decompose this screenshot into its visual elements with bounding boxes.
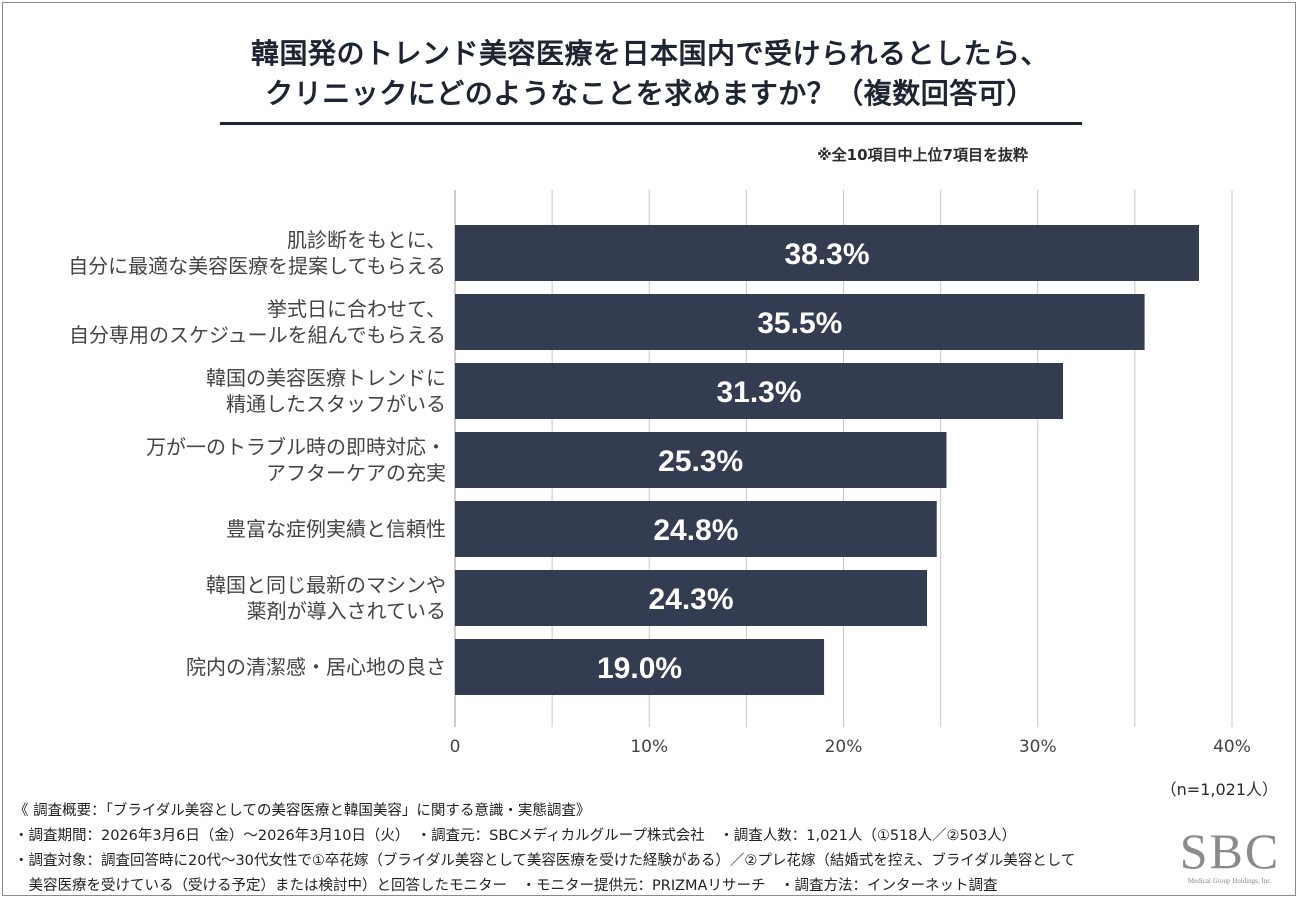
category-label-line: 万が一のトラブル時の即時対応・ [146,435,446,459]
category-label-line: 自分専用のスケジュールを組んでもらえる [69,323,446,347]
bar [455,570,928,626]
category-label-line: 自分に最適な美容医療を提案してもらえる [68,254,446,278]
category-label-line: 肌診断をもとに、 [287,228,446,252]
bar-value-label: 25.3% [658,445,743,478]
bar-value-label: 24.8% [653,514,738,547]
category-label-line: 豊富な症例実績と信頼性 [226,517,446,541]
x-tick-label: 10% [630,737,668,757]
survey-target-line-continued: 美容医療を受けている（受ける予定）または検討中）と回答したモニター ・モニター提… [14,878,998,894]
category-label: 肌診断をもとに、 自分に最適な美容医療を提案してもらえる [26,227,446,279]
logo-subtitle: Medical Group Holdings, Inc. [1187,877,1273,885]
bar [455,363,1064,419]
category-label-line: 精通したスタッフがいる [226,392,446,416]
survey-overview-heading: 《 調査概要：「ブライダル美容としての美容医療と韓国美容」に関する意識・実態調査… [14,803,591,819]
bar-value-label: 38.3% [784,238,869,271]
category-label: 院内の清潔感・居心地の良さ [26,654,446,680]
bar [455,639,825,695]
category-label-line: 院内の清潔感・居心地の良さ [186,655,446,679]
survey-details-line: ・調査期間：2026年3月6日（金）～2026年3月10日（火） ・調査元：SB… [14,828,1017,844]
category-label-line: 薬剤が導入されている [246,599,446,623]
survey-target-line: ・調査対象：調査回答時に20代～30代女性で①卒花嫁（ブライダル美容として美容医… [14,853,1076,869]
category-label: 韓国の美容医療トレンドに 精通したスタッフがいる [26,365,446,417]
bar-value-label: 35.5% [757,307,842,340]
x-tick-label: 30% [1019,737,1057,757]
category-label: 韓国と同じ最新のマシンや 薬剤が導入されている [26,572,446,624]
category-label: 挙式日に合わせて、 自分専用のスケジュールを組んでもらえる [26,296,446,348]
chart-title-line-2: クリニックにどのようなことを求めますか？（複数回答可） [265,77,1035,110]
bar [455,225,1199,281]
category-label-line: 韓国と同じ最新のマシンや [206,573,446,597]
x-tick-label: 0 [450,737,461,757]
category-label-line: 挙式日に合わせて、 [267,297,446,321]
category-label: 万が一のトラブル時の即時対応・ アフターケアの充実 [26,434,446,486]
sample-size-label: （n=1,021人） [1160,780,1278,799]
bar-value-label: 19.0% [597,652,682,685]
bar-value-label: 31.3% [716,376,801,409]
sbc-logo: SBC Medical Group Holdings, Inc. [1172,826,1288,885]
bar [455,432,947,488]
bar-value-label: 24.3% [648,583,733,616]
subnote: ※全10項目中上位7項目を抜粋 [817,146,1028,164]
x-tick-label: 20% [825,737,863,757]
chart-title-line-1: 韓国発のトレンド美容医療を日本国内で受けられるとしたら、 [250,37,1049,70]
category-label-line: 韓国の美容医療トレンドに [206,366,446,390]
bar [455,501,937,557]
category-label-line: アフターケアの充実 [266,461,446,485]
category-label: 豊富な症例実績と信頼性 [26,516,446,542]
logo-mark: SBC [1179,823,1281,879]
x-tick-label: 40% [1213,737,1251,757]
title-underline [220,122,1082,125]
bar [455,294,1145,350]
